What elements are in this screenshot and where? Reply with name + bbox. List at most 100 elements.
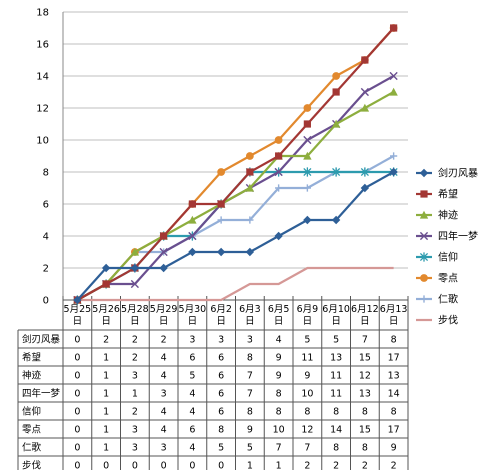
x-tick-label: 6月10 (322, 304, 350, 315)
table-cell: 6 (218, 389, 224, 400)
series-point (331, 215, 341, 225)
marker-shape (216, 247, 226, 257)
series-point (331, 119, 341, 128)
marker-shape (303, 135, 312, 145)
table-cell: 0 (132, 461, 138, 470)
table-cell: 3 (189, 335, 195, 346)
series-point (188, 247, 197, 257)
table-cell: 0 (74, 443, 80, 454)
table-cell: 7 (247, 389, 253, 400)
marker-shape (332, 167, 341, 177)
table-cell: 1 (103, 425, 109, 436)
table-cell: 11 (301, 353, 313, 364)
table-cell: 1 (103, 371, 109, 382)
table-cell: 1 (103, 389, 109, 400)
series-point (245, 183, 255, 192)
marker-shape (188, 200, 196, 208)
marker-shape (274, 167, 283, 177)
series-point (303, 120, 311, 128)
legend-item: 神迹 (416, 209, 458, 222)
legend-label: 神迹 (438, 209, 458, 222)
series-point (303, 215, 312, 225)
table-cell: 4 (276, 335, 282, 346)
marker-shape (332, 88, 340, 96)
series-point (360, 167, 369, 177)
x-tick-label: 日 (389, 316, 399, 327)
marker-shape (102, 280, 110, 288)
series-point (303, 104, 312, 112)
y-tick-label: 6 (43, 200, 49, 211)
marker-shape (245, 152, 254, 160)
table-cell: 1 (103, 353, 109, 364)
table-cell: 14 (330, 425, 342, 436)
series-point (303, 135, 312, 145)
series-line (76, 155, 395, 301)
series-point (360, 87, 369, 97)
table-cell: 2 (161, 335, 167, 346)
table-cell: 2 (132, 353, 138, 364)
x-tick-label: 日 (130, 316, 140, 327)
table-cell: 8 (362, 443, 368, 454)
series-point (73, 295, 82, 305)
series-point (159, 247, 168, 257)
y-tick-label: 2 (43, 264, 49, 275)
table-cell: 13 (359, 389, 371, 400)
table-cell: 3 (247, 335, 253, 346)
x-tick-label: 日 (360, 316, 370, 327)
series-point (130, 279, 139, 289)
x-tick-label: 日 (101, 316, 111, 327)
marker-shape (303, 167, 312, 177)
series-point (188, 200, 196, 208)
marker-shape (390, 152, 398, 160)
table-cell: 8 (391, 407, 397, 418)
legend-item: 仁歌 (416, 293, 458, 306)
table-cell: 4 (161, 425, 167, 436)
table-cell: 9 (304, 371, 310, 382)
marker-shape (389, 71, 398, 81)
table-cell: 5 (218, 443, 224, 454)
x-tick-label: 日 (331, 316, 341, 327)
legend-label: 四年一梦 (438, 230, 478, 243)
table-cell: 2 (391, 461, 397, 470)
x-tick-label: 6月13 (380, 304, 408, 315)
marker-shape (303, 151, 312, 160)
series-point (332, 88, 340, 96)
table-cell: 3 (161, 443, 167, 454)
table-row-label: 信仰 (22, 406, 41, 418)
marker-shape (130, 279, 139, 289)
table-cell: 14 (388, 389, 400, 400)
legend-item: 信仰 (416, 252, 458, 264)
marker-shape (331, 119, 341, 128)
table-cell: 1 (103, 443, 109, 454)
series-line (77, 266, 394, 302)
table-cell: 8 (247, 407, 253, 418)
table-cell: 2 (132, 335, 138, 346)
legend-label: 希望 (438, 188, 458, 201)
table-cell: 5 (247, 443, 253, 454)
table-cell: 6 (218, 371, 224, 382)
table-row-label: 神迹 (22, 370, 42, 382)
marker-shape (275, 152, 283, 160)
x-tick-label: 日 (303, 316, 313, 327)
table-cell: 3 (132, 443, 138, 454)
series-point (160, 232, 168, 240)
series-point (217, 168, 226, 176)
series-line (76, 27, 395, 301)
series-point (188, 215, 197, 224)
gridlines: 0 2 4 6 8 10 12 14 16 18 (36, 8, 408, 307)
table-cell: 2 (304, 461, 310, 470)
table-cell: 8 (218, 425, 224, 436)
series-point (246, 168, 254, 176)
marker-shape (303, 184, 311, 192)
table-cell: 2 (103, 335, 109, 346)
table-cell: 2 (132, 407, 138, 418)
marker-shape (160, 232, 168, 240)
series-point (360, 183, 370, 193)
table-cell: 5 (333, 335, 339, 346)
x-tick-label: 5月26 (92, 304, 120, 315)
x-tick-label: 日 (73, 316, 83, 327)
legend-label: 仁歌 (438, 293, 458, 306)
series-point (389, 167, 398, 177)
